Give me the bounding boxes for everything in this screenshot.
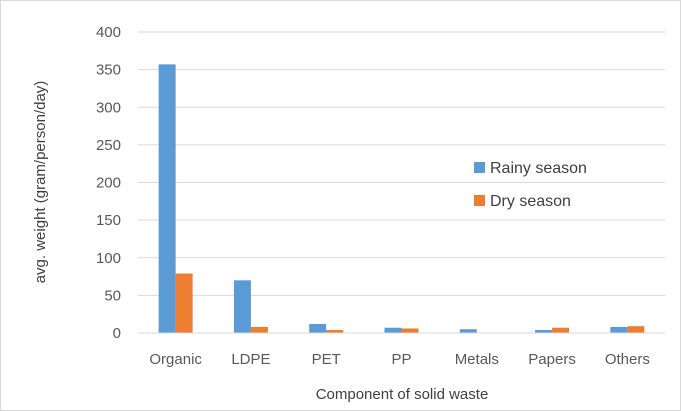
x-tick-label: LDPE bbox=[231, 351, 270, 368]
bar-rainy-pp bbox=[384, 327, 402, 333]
bar-dry-organic bbox=[175, 273, 193, 333]
bar-rainy-papers bbox=[535, 329, 553, 333]
legend: Rainy season Dry season bbox=[474, 160, 587, 210]
bar-rainy-organic bbox=[158, 64, 176, 334]
x-tick-label: Metals bbox=[455, 351, 499, 368]
y-tick-label: 400 bbox=[96, 24, 121, 41]
x-tick-label: PP bbox=[391, 351, 411, 368]
x-axis-title: Component of solid waste bbox=[316, 386, 489, 403]
legend-label: Rainy season bbox=[490, 160, 587, 177]
y-tick-labels: 0 50 100 150 200 250 300 350 400 bbox=[96, 24, 121, 342]
bar-dry-ldpe bbox=[250, 326, 268, 333]
bar-rainy-others bbox=[610, 326, 628, 333]
bar-rainy-pet bbox=[309, 323, 327, 333]
legend-swatch bbox=[474, 162, 485, 173]
legend-swatch bbox=[474, 195, 485, 206]
x-tick-label: Papers bbox=[528, 351, 576, 368]
bar-rainy-metals bbox=[459, 329, 477, 333]
bar-dry-others bbox=[627, 326, 645, 333]
y-tick-label: 300 bbox=[96, 99, 121, 116]
y-axis-title: avg. weight (gram/person/day) bbox=[32, 81, 49, 284]
y-tick-label: 350 bbox=[96, 62, 121, 79]
bar-dry-pp bbox=[401, 328, 419, 333]
x-tick-label: Organic bbox=[149, 351, 202, 368]
x-tick-labels: Organic LDPE PET PP Metals Papers Others bbox=[149, 351, 649, 368]
y-tick-label: 100 bbox=[96, 250, 121, 267]
y-tick-label: 250 bbox=[96, 137, 121, 154]
bars bbox=[158, 64, 645, 334]
bar-rainy-ldpe bbox=[233, 280, 251, 333]
y-tick-label: 0 bbox=[113, 325, 121, 342]
bar-dry-pet bbox=[326, 329, 344, 333]
x-tick-label: PET bbox=[312, 351, 341, 368]
legend-label: Dry season bbox=[490, 193, 571, 210]
y-tick-label: 150 bbox=[96, 212, 121, 229]
y-tick-label: 50 bbox=[104, 287, 121, 304]
gridlines bbox=[138, 31, 665, 296]
y-tick-label: 200 bbox=[96, 175, 121, 192]
bar-dry-papers bbox=[552, 327, 570, 333]
x-tick-label: Others bbox=[605, 351, 650, 368]
